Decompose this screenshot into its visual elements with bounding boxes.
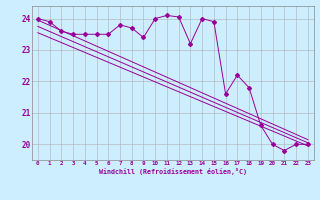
X-axis label: Windchill (Refroidissement éolien,°C): Windchill (Refroidissement éolien,°C) xyxy=(99,168,247,175)
